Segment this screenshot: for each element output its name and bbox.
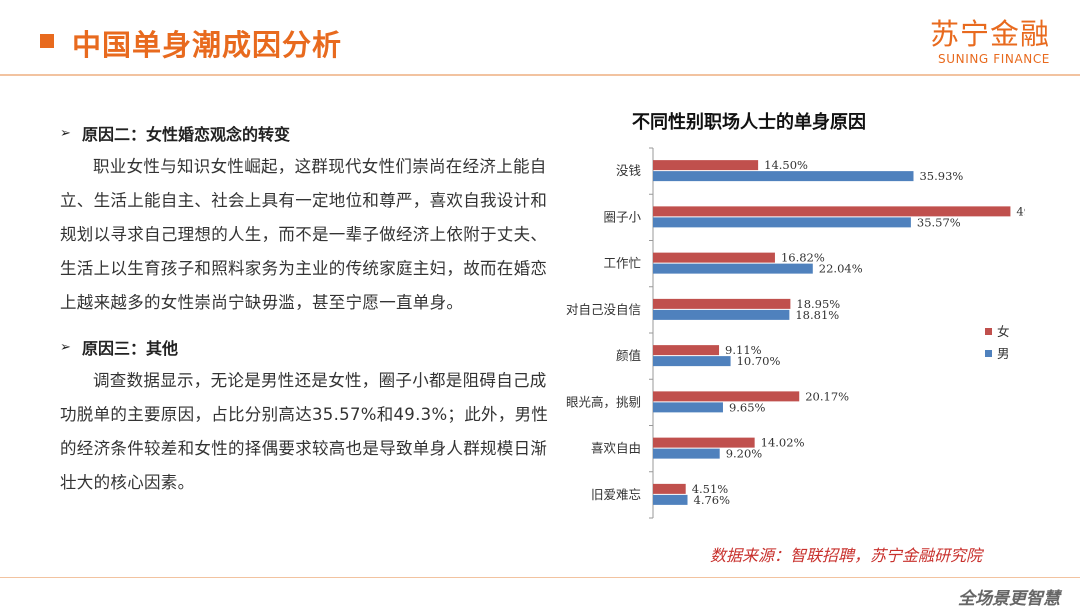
section-title: 原因二：女性婚恋观念的转变 (82, 125, 291, 144)
page-title: 中国单身潮成因分析 (72, 28, 343, 62)
category-label: 工作忙 (603, 256, 641, 271)
data-label: 9.65% (729, 400, 766, 414)
category-label: 旧爱难忘 (591, 487, 641, 502)
bar-female (653, 206, 1011, 217)
bar-male (653, 309, 790, 320)
bar-female (653, 391, 800, 402)
category-label: 颜值 (616, 348, 641, 363)
data-source-note: 数据来源：智联招聘，苏宁金融研究院 (710, 546, 983, 565)
bar-male (653, 356, 731, 367)
data-label: 14.50% (764, 158, 808, 172)
bar-male (653, 171, 914, 182)
bar-male (653, 263, 813, 274)
bar-female (653, 483, 686, 494)
category-label: 圈子小 (603, 209, 641, 224)
legend-label: 女 (997, 324, 1010, 339)
bar-male (653, 448, 720, 459)
bar-female (653, 437, 755, 448)
logo-chinese-text: 苏宁金融 (929, 17, 1050, 51)
legend-label: 男 (997, 346, 1010, 361)
category-label: 眼光高，挑剔 (566, 394, 641, 409)
bar-female (653, 160, 759, 171)
data-label: 49.30% (1016, 204, 1025, 218)
bar-male (653, 217, 911, 228)
legend-swatch (985, 328, 992, 335)
logo-english-text: SUNING FINANCE (938, 52, 1050, 66)
bar-male (653, 402, 723, 413)
arrow-bullet-icon: ➢ (60, 339, 71, 355)
data-label: 20.17% (805, 389, 849, 403)
bar-male (653, 494, 688, 505)
data-label: 9.11% (725, 343, 762, 357)
text-column: ➢ 原因二：女性婚恋观念的转变 职业女性与知识女性崛起，这群现代女性们崇尚在经济… (60, 118, 560, 504)
data-label: 18.95% (796, 297, 840, 311)
data-label: 9.20% (726, 447, 763, 461)
data-label: 35.93% (919, 169, 963, 183)
section-paragraph: 调查数据显示，无论是男性还是女性，圈子小都是阻碍自己成功脱单的主要原因，占比分别… (60, 371, 549, 492)
title-accent (40, 34, 54, 48)
category-label: 喜欢自由 (591, 441, 641, 456)
data-label: 18.81% (795, 308, 839, 322)
section-heading-reason-2: ➢ 原因二：女性婚恋观念的转变 (60, 118, 560, 148)
bar-female (653, 252, 775, 263)
data-label: 4.51% (692, 482, 729, 496)
data-label: 10.70% (737, 354, 781, 368)
section-title: 原因三：其他 (82, 339, 179, 358)
category-label: 没钱 (616, 163, 641, 178)
chart-title: 不同性别职场人士的单身原因 (632, 112, 866, 133)
category-label: 对自己没自信 (566, 302, 641, 317)
bar-female (653, 345, 720, 356)
bar-chart: 没钱 14.50% 35.93% 圈子小 49.30% 35.57% 工作忙 16.82%22… (566, 147, 1025, 519)
data-label: 35.57% (917, 215, 961, 229)
section-paragraph: 职业女性与知识女性崛起，这群现代女性们崇尚在经济上能自立、生活上能自主、社会上具… (60, 157, 548, 312)
footer-divider (0, 577, 1080, 578)
data-label: 22.04% (819, 262, 863, 276)
footer-slogan: 全场景更智慧 (958, 589, 1060, 609)
section-heading-reason-3: ➢ 原因三：其他 (60, 332, 560, 362)
data-label: 14.02% (761, 436, 805, 450)
bar-female (653, 298, 791, 309)
header-divider (0, 74, 1080, 76)
arrow-bullet-icon: ➢ (60, 125, 71, 141)
legend-swatch (985, 350, 992, 357)
suning-finance-logo: 苏宁金融 SUNING FINANCE (930, 18, 1050, 66)
data-label: 4.76% (694, 493, 731, 507)
data-label: 16.82% (781, 251, 825, 265)
